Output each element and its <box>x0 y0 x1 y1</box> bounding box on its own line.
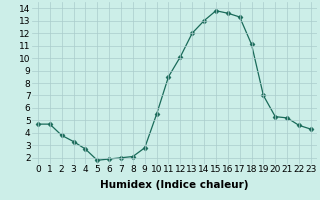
X-axis label: Humidex (Indice chaleur): Humidex (Indice chaleur) <box>100 180 249 190</box>
